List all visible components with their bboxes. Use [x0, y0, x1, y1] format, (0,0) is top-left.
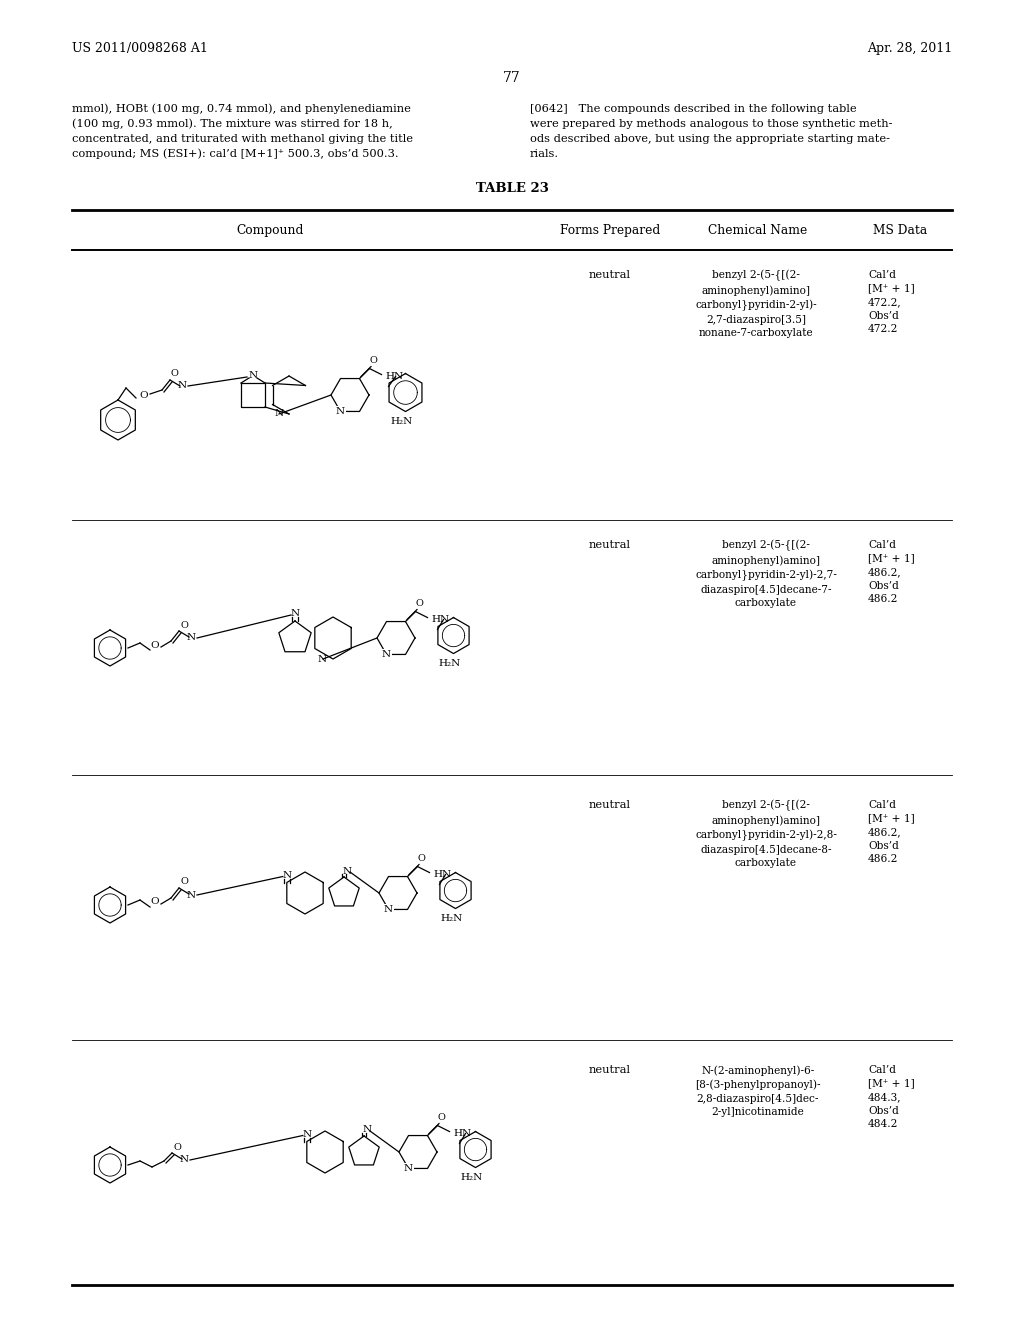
Text: O: O [180, 878, 188, 887]
Text: N: N [342, 866, 351, 875]
Text: H₂N: H₂N [440, 913, 463, 923]
Text: rials.: rials. [530, 149, 559, 158]
Text: O: O [370, 356, 378, 366]
Text: mmol), HOBt (100 mg, 0.74 mmol), and phenylenediamine: mmol), HOBt (100 mg, 0.74 mmol), and phe… [72, 103, 411, 114]
Text: benzyl 2-(5-{[(2-
aminophenyl)amino]
carbonyl}pyridin-2-yl)-2,8-
diazaspiro[4.5]: benzyl 2-(5-{[(2- aminophenyl)amino] car… [695, 800, 837, 869]
Text: MS Data: MS Data [872, 224, 927, 238]
Text: N: N [336, 407, 345, 416]
Text: N: N [382, 649, 391, 659]
Text: neutral: neutral [589, 800, 631, 810]
Text: O: O [139, 392, 148, 400]
Text: neutral: neutral [589, 271, 631, 280]
Text: N: N [291, 610, 300, 619]
Text: O: O [151, 640, 160, 649]
Text: HN: HN [454, 1129, 472, 1138]
Text: O: O [151, 898, 160, 907]
Text: benzyl 2-(5-{[(2-
aminophenyl)amino]
carbonyl}pyridin-2-yl)-2,7-
diazaspiro[4.5]: benzyl 2-(5-{[(2- aminophenyl)amino] car… [695, 540, 837, 609]
Text: N: N [177, 381, 186, 391]
Text: were prepared by methods analogous to those synthetic meth-: were prepared by methods analogous to th… [530, 119, 893, 129]
Text: H₂N: H₂N [438, 659, 461, 668]
Text: N: N [384, 906, 393, 913]
Text: Apr. 28, 2011: Apr. 28, 2011 [866, 42, 952, 55]
Text: N-(2-aminophenyl)-6-
[8-(3-phenylpropanoyl)-
2,8-diazaspiro[4.5]dec-
2-yl]nicoti: N-(2-aminophenyl)-6- [8-(3-phenylpropano… [695, 1065, 820, 1117]
Text: N: N [362, 1126, 372, 1134]
Text: 77: 77 [503, 71, 521, 84]
Text: compound; MS (ESI+): cal’d [M+1]⁺ 500.3, obs’d 500.3.: compound; MS (ESI+): cal’d [M+1]⁺ 500.3,… [72, 148, 398, 158]
Text: concentrated, and triturated with methanol giving the title: concentrated, and triturated with methan… [72, 135, 413, 144]
Text: O: O [170, 370, 178, 379]
Text: US 2011/0098268 A1: US 2011/0098268 A1 [72, 42, 208, 55]
Text: neutral: neutral [589, 540, 631, 550]
Text: Chemical Name: Chemical Name [709, 224, 808, 238]
Text: O: O [437, 1113, 445, 1122]
Text: H₂N: H₂N [461, 1173, 482, 1181]
Text: (100 mg, 0.93 mmol). The mixture was stirred for 18 h,: (100 mg, 0.93 mmol). The mixture was sti… [72, 119, 393, 129]
Text: Cal’d
[M⁺ + 1]
472.2,
Obs’d
472.2: Cal’d [M⁺ + 1] 472.2, Obs’d 472.2 [868, 271, 914, 334]
Text: Compound: Compound [237, 224, 304, 238]
Text: Forms Prepared: Forms Prepared [560, 224, 660, 238]
Text: N: N [274, 409, 284, 418]
Text: N: N [186, 891, 196, 899]
Text: benzyl 2-(5-{[(2-
aminophenyl)amino]
carbonyl}pyridin-2-yl)-
2,7-diazaspiro[3.5]: benzyl 2-(5-{[(2- aminophenyl)amino] car… [695, 271, 816, 338]
Text: N: N [283, 871, 292, 880]
Text: Cal’d
[M⁺ + 1]
486.2,
Obs’d
486.2: Cal’d [M⁺ + 1] 486.2, Obs’d 486.2 [868, 800, 914, 865]
Text: HN: HN [431, 615, 450, 624]
Text: HN: HN [433, 870, 452, 879]
Text: N: N [179, 1155, 188, 1164]
Text: Cal’d
[M⁺ + 1]
484.3,
Obs’d
484.2: Cal’d [M⁺ + 1] 484.3, Obs’d 484.2 [868, 1065, 914, 1130]
Text: N: N [302, 1130, 311, 1139]
Text: Cal’d
[M⁺ + 1]
486.2,
Obs’d
486.2: Cal’d [M⁺ + 1] 486.2, Obs’d 486.2 [868, 540, 914, 605]
Text: N: N [249, 371, 258, 380]
Text: O: O [418, 854, 425, 863]
Text: TABLE 23: TABLE 23 [475, 182, 549, 195]
Text: HN: HN [385, 372, 403, 381]
Text: ods described above, but using the appropriate starting mate-: ods described above, but using the appro… [530, 135, 890, 144]
Text: N: N [186, 634, 196, 643]
Text: neutral: neutral [589, 1065, 631, 1074]
Text: O: O [416, 599, 424, 609]
Text: [0642]   The compounds described in the following table: [0642] The compounds described in the fo… [530, 104, 857, 114]
Text: H₂N: H₂N [390, 417, 413, 426]
Text: N: N [317, 655, 327, 664]
Text: O: O [173, 1143, 181, 1151]
Text: O: O [180, 620, 188, 630]
Text: N: N [403, 1164, 413, 1173]
